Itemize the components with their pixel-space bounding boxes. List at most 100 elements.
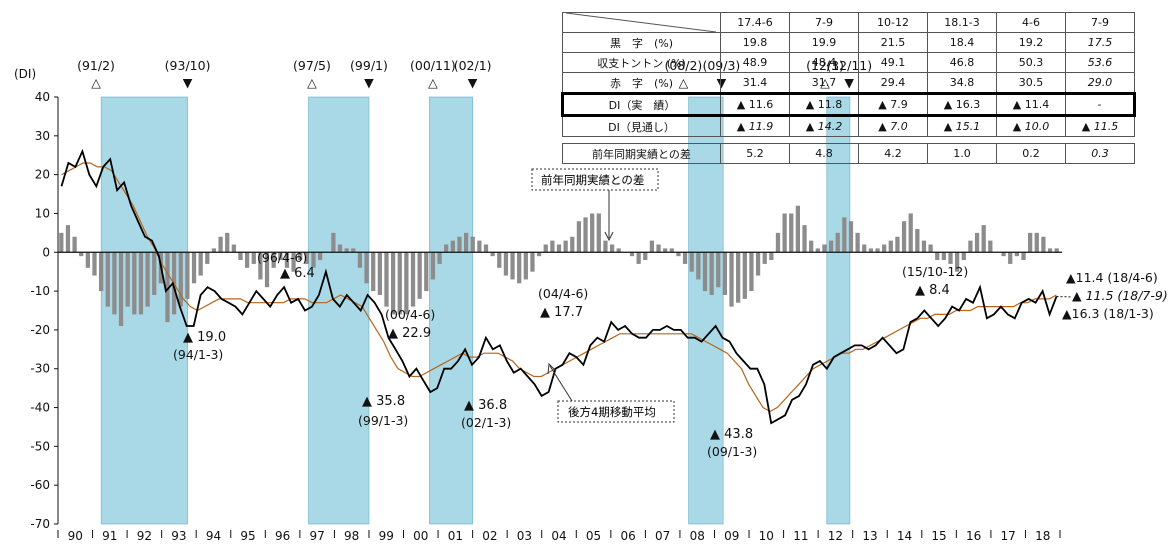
diff-bar <box>1001 252 1006 257</box>
x-tick-label: 11 <box>793 529 808 543</box>
x-tick-label: 17 <box>1001 529 1016 543</box>
diff-bar <box>444 244 449 253</box>
diff-bar <box>550 240 555 253</box>
diff-bar <box>961 252 966 261</box>
diff-bar <box>974 232 980 253</box>
diff-bar <box>968 240 973 253</box>
x-tick-label: 04 <box>551 529 566 543</box>
x-tick-label: 01 <box>448 529 463 543</box>
diff-bar <box>377 252 382 295</box>
table-header: 17.4-6 <box>720 12 790 33</box>
x-tick-label: 05 <box>586 529 601 543</box>
diff-bar <box>211 248 217 253</box>
diff-bar <box>264 252 270 288</box>
x-tick-label: 08 <box>690 529 705 543</box>
diff-bar <box>344 248 349 253</box>
diff-bar <box>483 244 489 253</box>
recession-band <box>308 96 370 525</box>
diff-bar <box>72 236 77 253</box>
diff-bar <box>185 252 190 299</box>
annotation-96: (96/4-6) ▲ 6.4 <box>257 250 315 281</box>
table-row: 黒 字 (%) 19.8 19.9 21.5 18.4 19.2 17.5 <box>562 32 1135 53</box>
diff-bar <box>132 252 137 315</box>
diff-bar <box>663 248 668 253</box>
peak-label: (02/1) <box>454 58 492 73</box>
diff-bar <box>357 252 363 268</box>
diff-bar <box>390 252 396 315</box>
diff-bar <box>888 240 893 253</box>
diff-bar <box>921 240 927 253</box>
recession-bands <box>100 96 851 525</box>
diff-bar <box>497 252 502 268</box>
x-tick-label: 06 <box>620 529 635 543</box>
x-tick-label: 98 <box>344 529 359 543</box>
diff-bar <box>809 240 814 253</box>
diff-bar <box>603 240 608 253</box>
x-tick-label: 13 <box>862 529 877 543</box>
diff-bar <box>948 252 953 264</box>
table-row: DI（見通し） ▲ 11.9 ▲ 14.2 ▲ 7.0 ▲ 15.1 ▲ 10.… <box>562 115 1135 137</box>
diff-bar <box>291 252 296 272</box>
diff-bar <box>410 252 416 307</box>
peak-label: (00/11) <box>410 58 456 73</box>
svg-text:(00/4-6): (00/4-6) <box>385 307 435 322</box>
peak-label: (91/2) <box>77 58 115 73</box>
diff-bar <box>908 213 913 253</box>
x-tick-label: 18 <box>1035 529 1050 543</box>
diff-bar <box>1021 252 1026 261</box>
diff-bar <box>523 252 528 280</box>
diff-bar <box>696 252 701 280</box>
diff-bar <box>676 252 681 257</box>
y-tick-label: 30 <box>35 129 50 143</box>
diff-bar <box>689 252 694 272</box>
diff-bar <box>556 244 562 253</box>
svg-text:▲ 8.4: ▲ 8.4 <box>915 283 950 298</box>
diff-bar <box>244 252 250 268</box>
di-line <box>60 148 1058 425</box>
svg-text:(09/1-3): (09/1-3) <box>707 444 757 459</box>
diff-bar <box>477 240 482 253</box>
diff-bar <box>258 252 263 280</box>
svg-text:▲11.4 (18/4-6): ▲11.4 (18/4-6) <box>1066 270 1158 285</box>
table-row: 赤 字 (%) 31.4 31.7 29.4 34.8 30.5 29.0 <box>562 72 1135 94</box>
table-header: 7-9 <box>789 12 859 33</box>
svg-text:▲ 43.8: ▲ 43.8 <box>710 427 753 442</box>
diff-bar <box>105 252 110 307</box>
axes: 40 30 20 10 0 -10 -20 -30 -40 -50 -60 -70 90 91 92 93 94… <box>30 90 1071 543</box>
peak-marker: △ <box>428 75 438 90</box>
diff-bar <box>636 252 641 264</box>
annotation-latest: ▲11.4 (18/4-6) ▲ 11.5 (18/7-9) ▲16.3 (18… <box>1062 270 1168 321</box>
diff-bar <box>848 221 854 253</box>
diff-bar <box>928 244 933 253</box>
svg-text:▲ 11.5 (18/7-9): ▲ 11.5 (18/7-9) <box>1072 288 1168 303</box>
y-axis-title: (DI) <box>14 67 36 81</box>
peak-marker: ▼ <box>468 75 478 90</box>
x-tick-label: 07 <box>655 529 670 543</box>
diff-bar <box>364 252 369 284</box>
diff-bar <box>397 252 402 315</box>
svg-text:後方4期移動平均: 後方4期移動平均 <box>568 405 656 419</box>
diff-bar <box>1028 232 1033 253</box>
diff-bar <box>643 252 648 261</box>
diff-bar <box>649 240 655 253</box>
x-tick-label: 97 <box>309 529 324 543</box>
y-tick-label: -40 <box>30 401 50 415</box>
diff-bar <box>981 225 986 253</box>
diff-bar <box>935 252 940 261</box>
diff-bar <box>463 232 469 253</box>
svg-text:▲ 6.4: ▲ 6.4 <box>280 266 315 281</box>
diff-bar <box>118 252 124 327</box>
annotation-15: (15/10-12) ▲ 8.4 <box>902 264 968 298</box>
y-tick-label: 0 <box>42 245 50 259</box>
diff-bar <box>583 217 588 253</box>
diff-bar <box>815 248 820 253</box>
diff-bar <box>1054 248 1059 253</box>
diff-bar <box>882 244 887 253</box>
svg-text:(96/4-6): (96/4-6) <box>257 250 307 265</box>
x-tick-label: 90 <box>68 529 83 543</box>
diff-bar <box>503 252 509 276</box>
table-header: 10-12 <box>858 12 928 33</box>
table-row: 前年同期実績との差 5.2 4.8 4.2 1.0 0.2 0.3 <box>562 143 1135 164</box>
diff-bar <box>749 252 754 292</box>
annotation-99: ▲ 35.8 (99/1-3) <box>358 394 408 428</box>
